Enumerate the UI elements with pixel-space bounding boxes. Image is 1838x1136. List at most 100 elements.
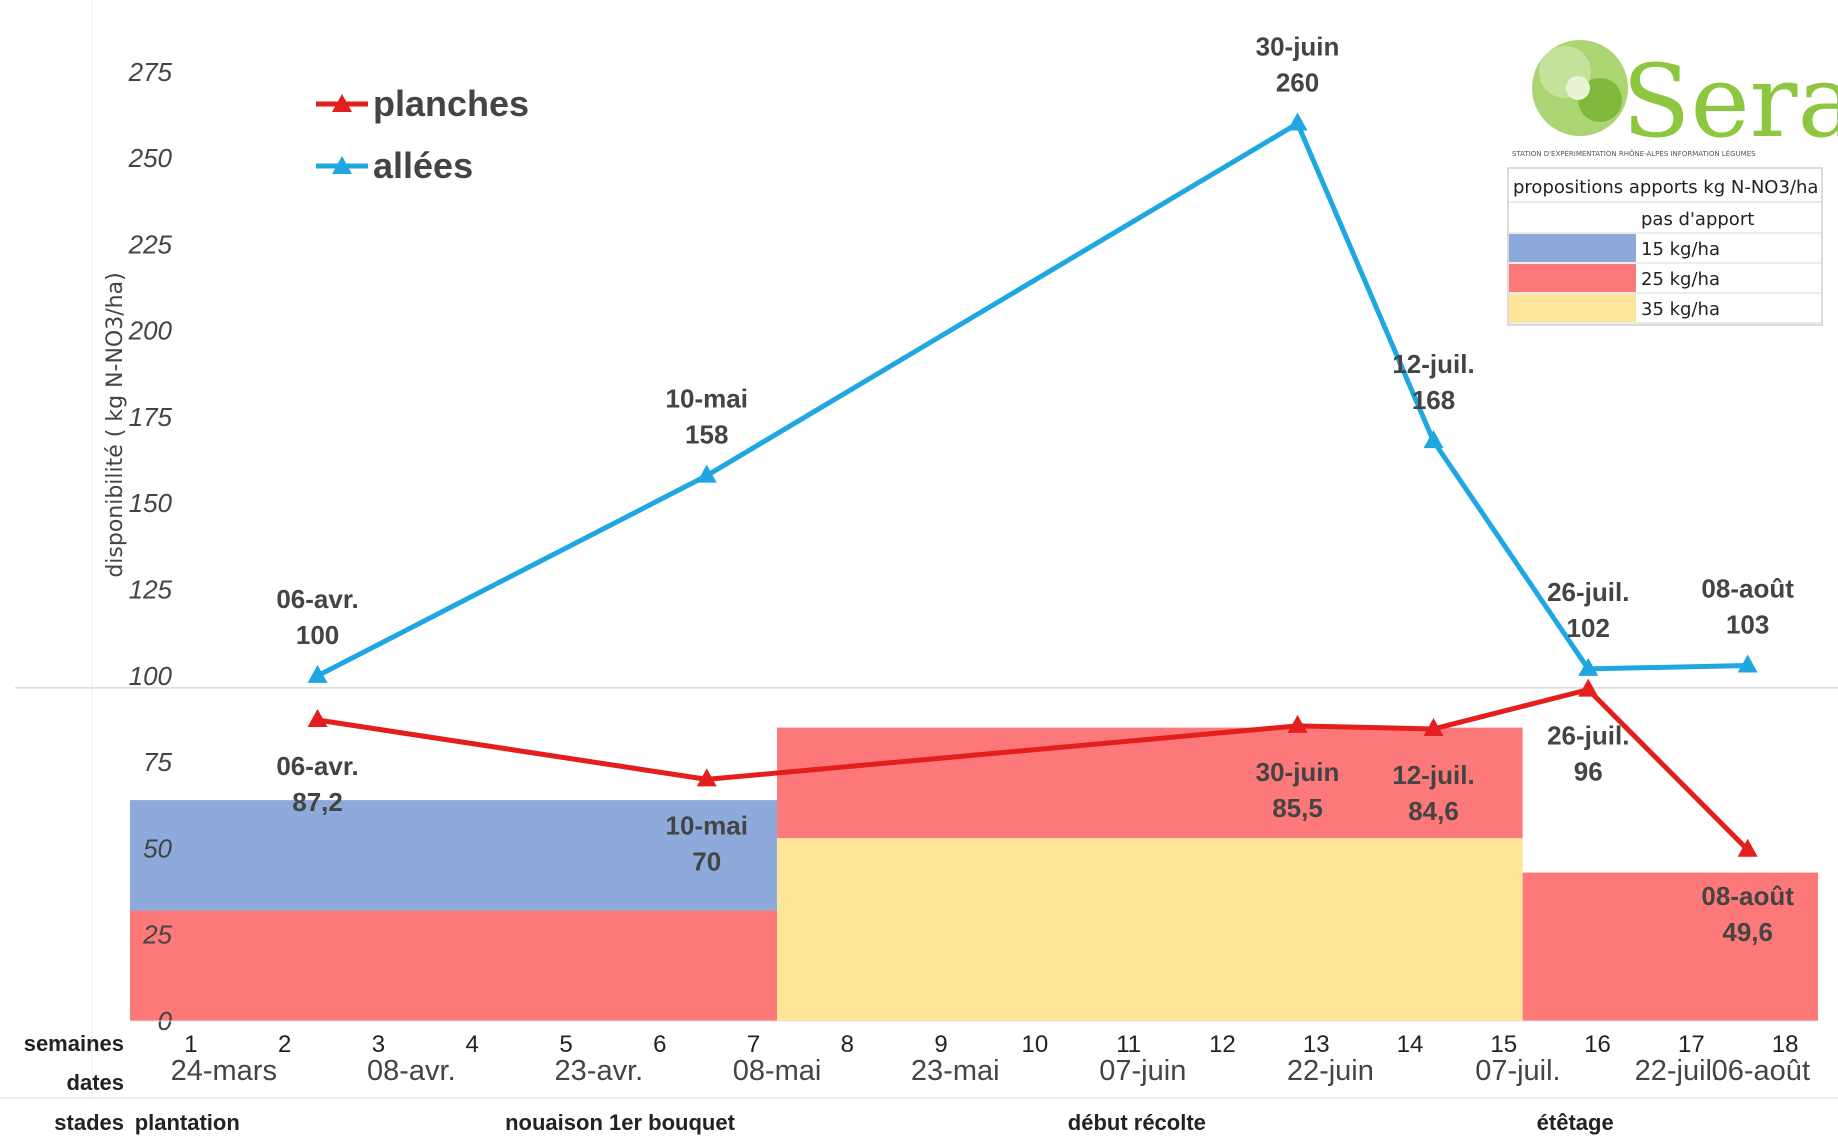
- weeks-row-label: semaines: [24, 1031, 124, 1056]
- series-0-value-label-0: 87,2: [292, 787, 343, 817]
- series-1-marker-3: [1423, 430, 1444, 449]
- series-0-value-label-2: 85,5: [1272, 793, 1323, 823]
- legend-row-label-3: 35 kg/ha: [1641, 299, 1720, 320]
- series-1-date-label-1: 10-mai: [666, 384, 748, 414]
- y-tick-225: 225: [128, 229, 173, 259]
- fertilizer-legend-table: propositions apports kg N-NO3/ha pas d'a…: [1507, 167, 1823, 326]
- legend-swatch-0: [1509, 204, 1636, 232]
- week-label-4: 4: [466, 1031, 479, 1058]
- fertilizer-band-3: [777, 727, 1523, 839]
- series-0-value-label-3: 84,6: [1408, 796, 1459, 826]
- date-label-6: 22-juin: [1287, 1055, 1374, 1087]
- week-label-8: 8: [841, 1031, 854, 1058]
- legend-marker-planches: [332, 94, 352, 112]
- week-label-15: 15: [1490, 1031, 1517, 1058]
- series-line-1: [316, 121, 1748, 679]
- week-label-16: 16: [1584, 1031, 1611, 1058]
- series-line-0: [317, 687, 1750, 852]
- series-0-date-label-1: 10-mai: [666, 810, 748, 840]
- series-1-date-label-5: 08-août: [1701, 573, 1794, 603]
- series-0-date-label-4: 26-juil.: [1547, 721, 1629, 751]
- y-tick-100: 100: [129, 661, 173, 691]
- series-0-value-label-1: 70: [692, 846, 721, 876]
- y-tick-50: 50: [143, 833, 172, 863]
- y-tick-250: 250: [128, 143, 173, 173]
- rose-icon: [1532, 40, 1628, 136]
- week-label-5: 5: [559, 1031, 572, 1058]
- series-0-marker-0: [307, 709, 328, 728]
- y-tick-75: 75: [143, 747, 172, 777]
- fertilizer-band-1: [130, 800, 778, 911]
- legend-row-label-1: 15 kg/ha: [1641, 239, 1720, 260]
- legend-marker-allees: [332, 156, 352, 174]
- series-1-date-label-0: 06-avr.: [276, 584, 358, 614]
- date-label-4: 23-mai: [911, 1055, 1000, 1087]
- week-label-17: 17: [1678, 1031, 1705, 1058]
- y-tick-175: 175: [129, 402, 173, 432]
- series-0-value-label-4: 96: [1574, 757, 1603, 787]
- week-label-3: 3: [372, 1031, 385, 1058]
- serail-logo: Serail STATION D'EXPÉRIMENTATION RHÔNE-A…: [1512, 40, 1838, 160]
- y-tick-25: 25: [142, 920, 172, 950]
- stage-label-3: étêtage: [1537, 1110, 1614, 1135]
- series-1-value-label-1: 158: [685, 420, 728, 450]
- legend-row-label-2: 25 kg/ha: [1641, 269, 1720, 290]
- point-labels: 06-avr. 87,2 10-mai 70 30-juin 85,5 12-juil. 84…: [276, 32, 1794, 947]
- legend-swatch-1: [1509, 234, 1636, 262]
- legend-label-allees: allées: [373, 145, 473, 186]
- stage-label-2: début récolte: [1068, 1110, 1206, 1135]
- legend-swatch-2: [1509, 264, 1636, 292]
- date-label-1: 08-avr.: [367, 1055, 456, 1087]
- stages-row-label: stades: [54, 1110, 124, 1135]
- series-0-value-label-5: 49,6: [1722, 917, 1773, 947]
- legend-swatch-3: [1509, 294, 1636, 322]
- series-0-date-label-5: 08-août: [1701, 881, 1794, 911]
- timeline-table: semaines dates stades 1 2 3 4 5 6 7 8 9 10 11 12 13 1…: [0, 1020, 1838, 1135]
- week-label-2: 2: [278, 1031, 291, 1058]
- week-label-6: 6: [653, 1031, 666, 1058]
- week-label-18: 18: [1772, 1031, 1799, 1058]
- week-label-7: 7: [747, 1031, 760, 1058]
- fertilizer-band-2: [777, 838, 1523, 1021]
- series-1-marker-5: [1737, 654, 1758, 673]
- stage-label-1: nouaison 1er bouquet: [505, 1110, 735, 1135]
- series-1-marker-0: [307, 664, 328, 683]
- date-label-2: 23-avr.: [555, 1055, 644, 1087]
- series-lines: [307, 112, 1758, 857]
- y-tick-275: 275: [128, 57, 173, 87]
- series-0-date-label-0: 06-avr.: [276, 751, 358, 781]
- week-label-11: 11: [1116, 1031, 1141, 1058]
- series-1-date-label-4: 26-juil.: [1547, 577, 1629, 607]
- fertilizer-bands: [130, 727, 1818, 1021]
- y-tick-200: 200: [128, 316, 173, 346]
- week-label-10: 10: [1022, 1031, 1049, 1058]
- date-label-8: 22-juil.: [1635, 1055, 1720, 1087]
- stage-label-0: plantation: [135, 1110, 240, 1135]
- date-label-9: 06-août: [1712, 1055, 1810, 1087]
- logo-subtitle: STATION D'EXPÉRIMENTATION RHÔNE-ALPES IN…: [1512, 149, 1756, 158]
- series-0-marker-2: [1287, 714, 1308, 733]
- date-label-5: 07-juin: [1099, 1055, 1186, 1087]
- week-label-12: 12: [1209, 1031, 1236, 1058]
- week-label-1: 1: [184, 1031, 197, 1058]
- series-1-value-label-0: 100: [296, 620, 339, 650]
- week-label-13: 13: [1303, 1031, 1330, 1058]
- series-1-value-label-3: 168: [1412, 385, 1455, 415]
- date-label-3: 08-mai: [733, 1055, 822, 1087]
- series-legend: planches allées: [316, 83, 529, 186]
- series-1-date-label-3: 12-juil.: [1392, 349, 1474, 379]
- y-tick-125: 125: [129, 575, 173, 605]
- series-1-value-label-5: 103: [1726, 609, 1769, 639]
- series-0-marker-1: [696, 768, 717, 787]
- legend-row-label-0: pas d'apport: [1641, 209, 1754, 230]
- series-1-marker-4: [1578, 657, 1599, 676]
- fertilizer-band-0: [130, 910, 778, 1021]
- date-label-7: 07-juil.: [1475, 1055, 1560, 1087]
- legend-label-planches: planches: [373, 83, 529, 124]
- week-label-9: 9: [934, 1031, 947, 1058]
- series-1-value-label-2: 260: [1276, 68, 1319, 98]
- series-1-marker-2: [1287, 112, 1308, 131]
- series-0-marker-5: [1737, 838, 1758, 857]
- logo-text: Serail: [1622, 43, 1838, 160]
